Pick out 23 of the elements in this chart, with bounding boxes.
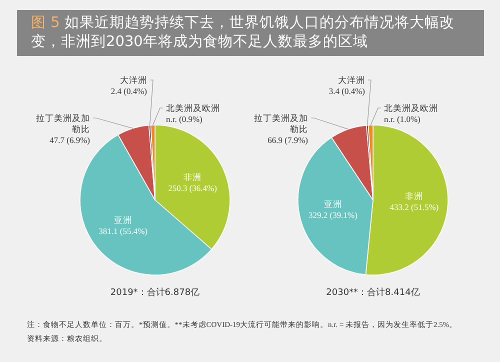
data-label: 3.4 (0.4%) [328,86,365,96]
data-label: n.r. (1.0%) [384,114,420,124]
data-label: 2.4 (0.4%) [110,86,147,96]
slice-label: 大洋洲 [120,75,147,85]
slice-label: 亚洲 [324,198,342,209]
slice-label: 亚洲 [114,215,132,226]
slice-label: 非洲 [405,191,424,201]
text: 图 5 如果近期趋势持续下去，世界饥饿人口的分布情况将大幅改变，非洲到2030年将成为食物不足人数最多的区域 [31,15,454,50]
slice-label: 非洲 [184,172,202,182]
data-label: 66.9 (7.9%) [268,135,308,145]
data-label: 433.2 (51.5%) [390,202,439,212]
text: 2030**：合计8.414亿 [325,286,421,299]
data-label: 250.3 (36.4%) [168,182,217,193]
data-label: 329.2 (39.1%) [308,210,358,220]
slice-label: 北美洲及欧洲 [384,103,438,113]
slice-label: 拉丁美洲及加勒比 [254,113,308,134]
data-label: n.r. (0.9%) [166,114,202,124]
slice-label: 北美洲及欧洲 [166,103,220,113]
text: 2019*：合计6.878亿 [109,286,201,299]
data-label: 381.1 (55.4%) [98,226,148,236]
data-label: 47.7 (6.9%) [50,135,90,145]
slice-label: 大洋洲 [338,75,365,85]
slice-label: 拉丁美洲及加勒比 [36,113,90,134]
